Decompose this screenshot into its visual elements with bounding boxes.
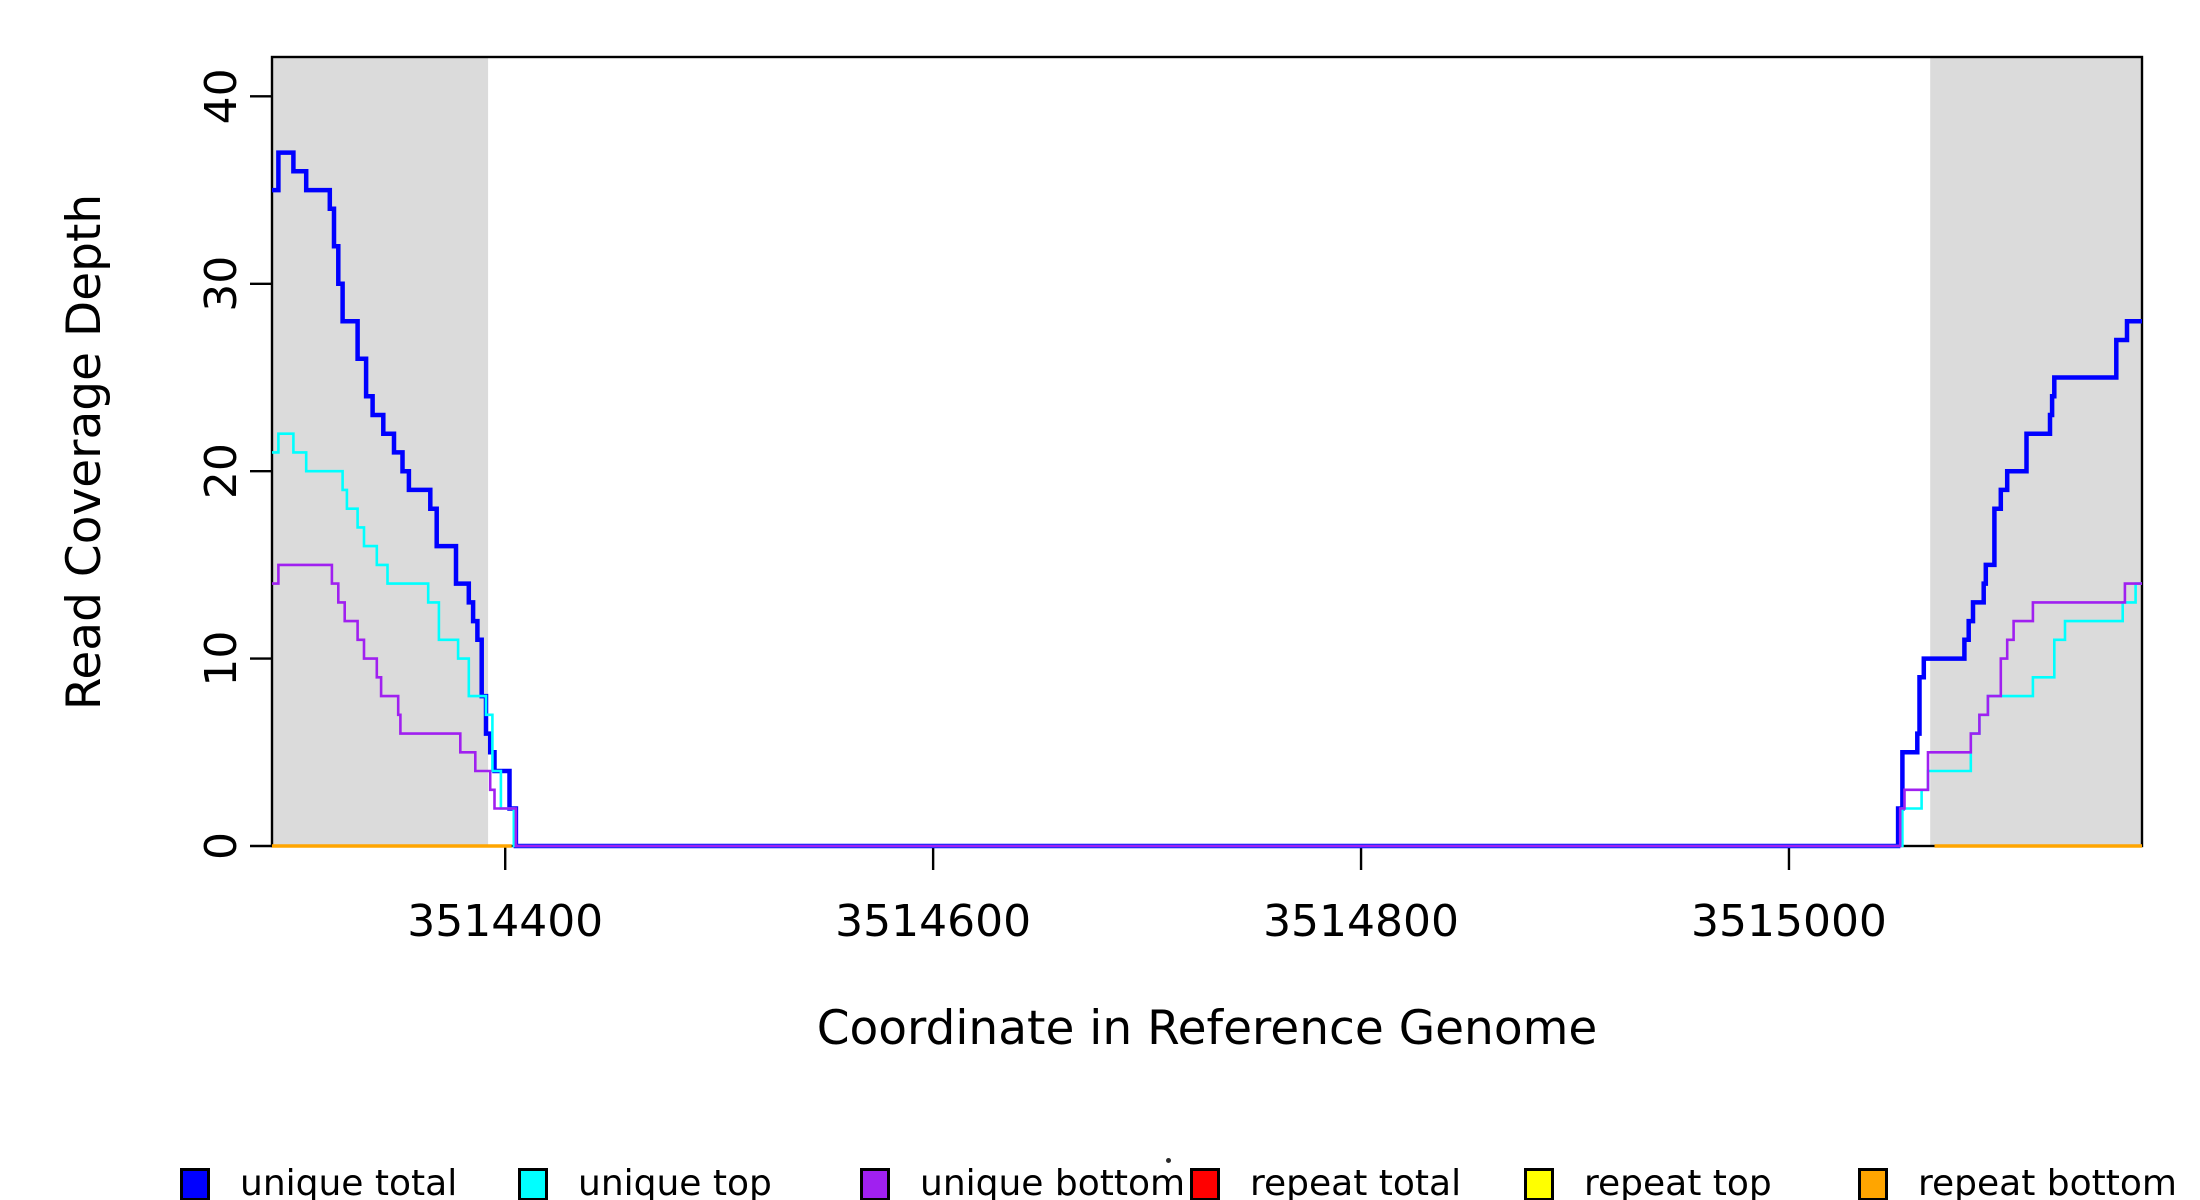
x-tick-label: 3514800 <box>1263 896 1459 947</box>
series-line-unique-bottom <box>272 563 2142 848</box>
y-tick-label: 10 <box>196 631 247 687</box>
plot-box <box>270 55 2144 848</box>
y-tick-label: 30 <box>196 256 247 312</box>
y-tick-label: 20 <box>196 443 247 499</box>
y-tick-label: 40 <box>196 68 247 124</box>
y-tick-label: 0 <box>196 832 247 860</box>
repeat-region-shade <box>1930 57 2142 846</box>
series-line-unique-total <box>272 150 2142 849</box>
series-line-unique-top <box>272 432 2142 848</box>
series-layer <box>272 150 2142 849</box>
axes-layer: 3514400 3514600 3514800 3515000 0 10 20 30 40 <box>196 55 2144 947</box>
x-tick-label: 3514600 <box>835 896 1031 947</box>
repeat-region-layer <box>272 57 2142 846</box>
x-axis-title: Coordinate in Reference Genome <box>817 1001 1598 1056</box>
x-tick-label: 3515000 <box>1691 896 1887 947</box>
y-axis-title: Read Coverage Depth <box>57 194 112 710</box>
x-tick-label: 3514400 <box>407 896 603 947</box>
